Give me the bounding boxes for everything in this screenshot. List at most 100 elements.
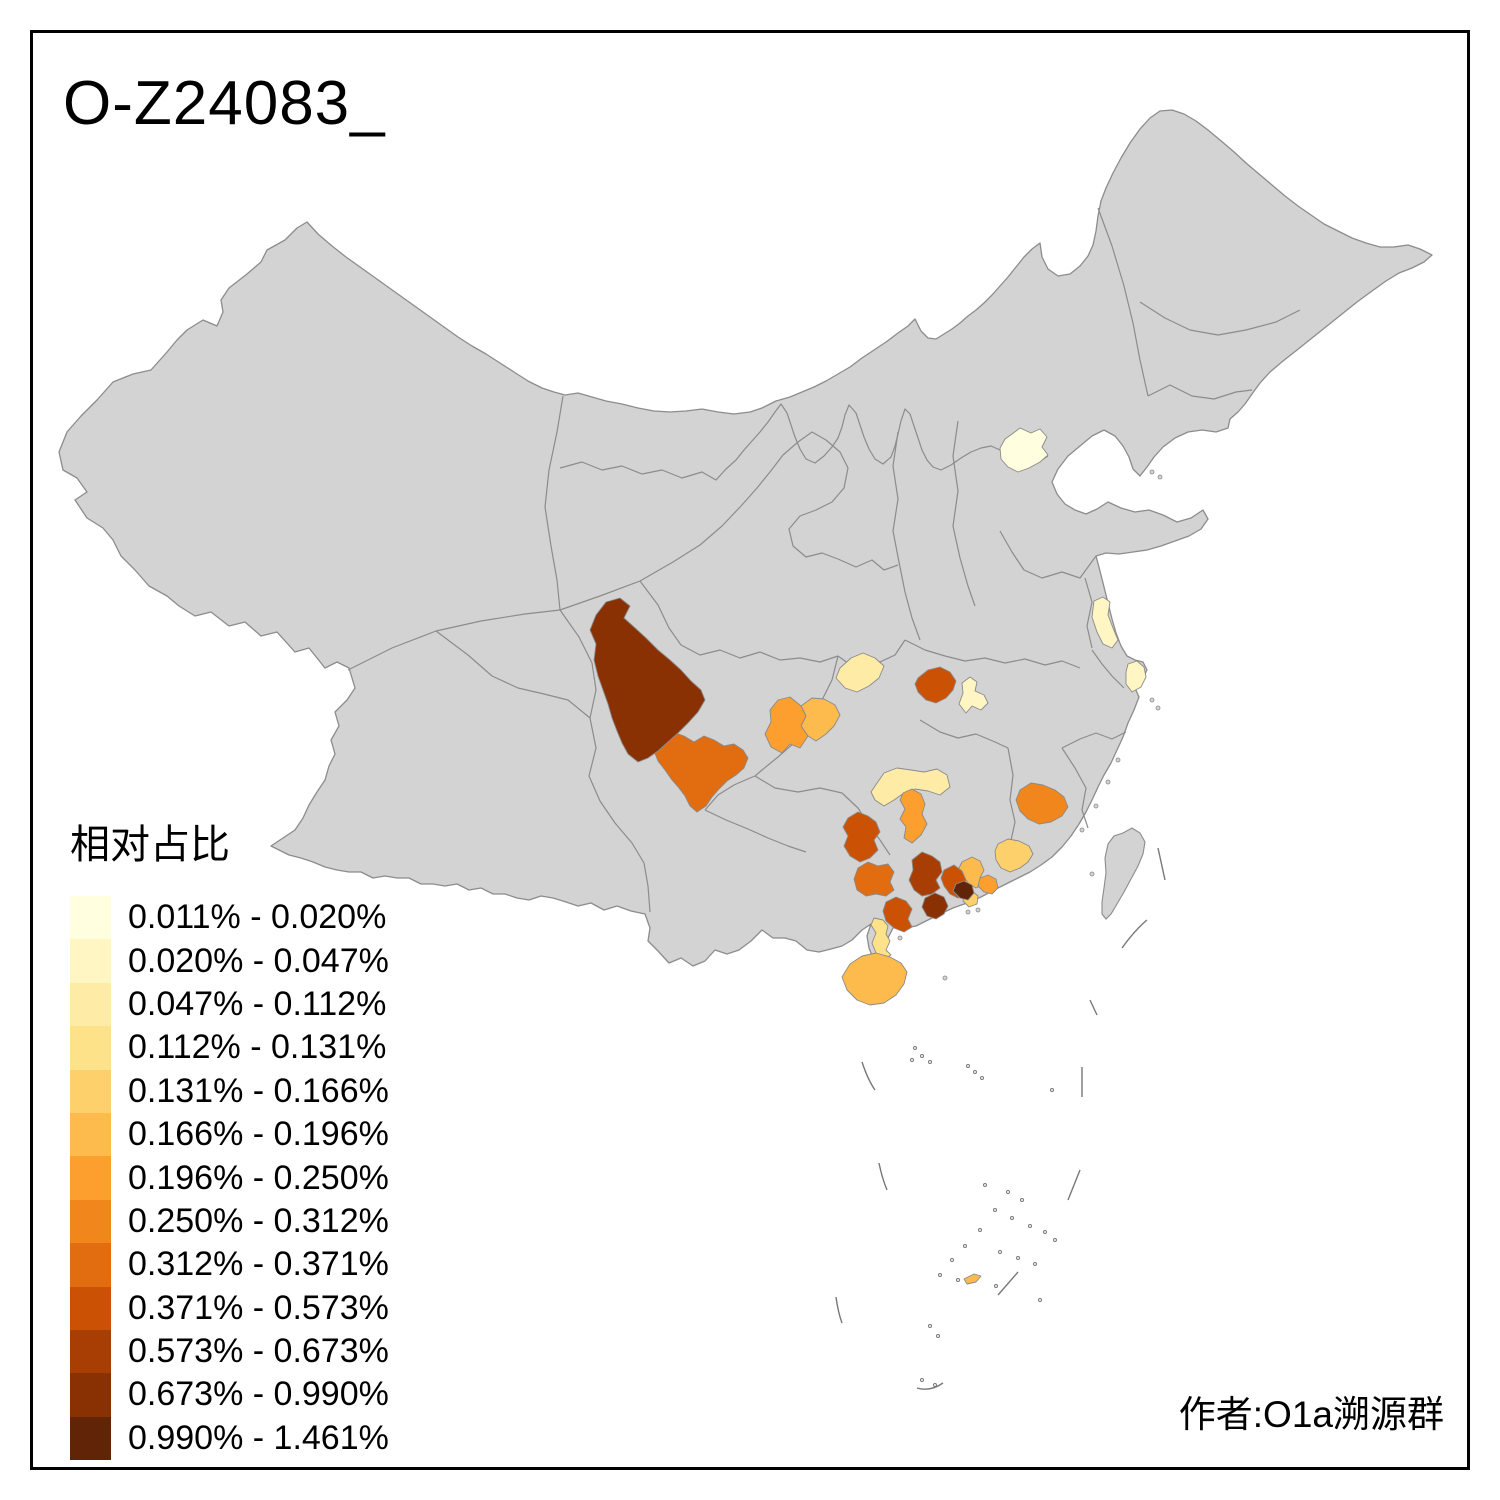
legend-label: 0.250% - 0.312% bbox=[128, 1201, 389, 1240]
legend-label: 0.673% - 0.990% bbox=[128, 1375, 389, 1414]
sea-boundary-dash bbox=[916, 1382, 944, 1390]
sea-boundary-dash bbox=[997, 1271, 1019, 1296]
legend-row: 0.312% - 0.371% bbox=[70, 1243, 389, 1287]
coastal-islet bbox=[965, 909, 971, 915]
province-border bbox=[1139, 301, 1301, 336]
sea-boundary-dash bbox=[861, 1061, 876, 1091]
sea-islet-dot bbox=[1016, 1256, 1020, 1260]
region-beijing bbox=[999, 427, 1049, 473]
sea-islet-dot bbox=[1038, 1298, 1042, 1302]
province-border bbox=[892, 431, 921, 641]
province-border bbox=[1147, 384, 1253, 400]
legend-row: 0.573% - 0.673% bbox=[70, 1329, 389, 1374]
legend-swatch bbox=[70, 1069, 111, 1113]
legend-row: 0.250% - 0.312% bbox=[70, 1199, 389, 1244]
sea-boundary-dash bbox=[1067, 1169, 1081, 1201]
province-border bbox=[544, 395, 564, 611]
sea-islet-dot bbox=[933, 1383, 937, 1387]
legend-swatch bbox=[70, 1199, 111, 1244]
region-fujian-sw bbox=[994, 838, 1034, 873]
coastal-islet bbox=[897, 935, 903, 941]
region-zhanjiang-peninsula bbox=[870, 917, 892, 960]
legend-label: 0.020% - 0.047% bbox=[128, 941, 389, 980]
coastal-islet bbox=[1149, 697, 1155, 703]
coastal-islet bbox=[1105, 779, 1111, 785]
province-border bbox=[1007, 747, 1016, 846]
sea-islet-dot bbox=[993, 1208, 997, 1212]
sea-islet-dot bbox=[936, 1334, 940, 1338]
province-border bbox=[1061, 731, 1127, 749]
legend-swatch bbox=[70, 1286, 111, 1330]
legend-swatch bbox=[70, 1112, 111, 1157]
sea-islet-dot bbox=[920, 1378, 924, 1382]
sea-islet-dot bbox=[998, 1250, 1002, 1254]
sea-islet-dot bbox=[956, 1278, 960, 1282]
sea-islet-dot bbox=[1028, 1224, 1032, 1228]
region-liangguang-dark bbox=[908, 851, 943, 897]
sea-boundary-dash bbox=[1089, 999, 1098, 1016]
legend-row: 0.047% - 0.112% bbox=[70, 982, 389, 1027]
sea-islet-dot bbox=[963, 1244, 967, 1248]
sea-islet-dot bbox=[994, 1284, 998, 1288]
legend-row: 0.673% - 0.990% bbox=[70, 1373, 389, 1417]
province-border bbox=[1097, 207, 1149, 397]
sea-boundary-dash bbox=[1157, 847, 1166, 881]
province-border bbox=[559, 471, 771, 611]
sea-islet-dot bbox=[978, 1228, 982, 1232]
mainland-outline bbox=[58, 109, 1433, 967]
sea-islet-dot bbox=[966, 1064, 970, 1068]
coastal-islet bbox=[1155, 705, 1161, 711]
legend-label: 0.990% - 1.461% bbox=[128, 1418, 389, 1457]
region-guangxi-ne bbox=[899, 788, 928, 844]
coastal-islet bbox=[1157, 474, 1163, 480]
legend-swatch bbox=[70, 982, 111, 1027]
region-guizhou-se bbox=[870, 767, 951, 807]
taiwan-island bbox=[1101, 827, 1146, 920]
legend-label: 0.131% - 0.166% bbox=[128, 1071, 389, 1110]
province-border bbox=[952, 420, 976, 607]
province-border bbox=[639, 580, 839, 663]
legend-label: 0.371% - 0.573% bbox=[128, 1288, 389, 1327]
sea-islet-dot bbox=[928, 1060, 932, 1064]
sea-islet-dot bbox=[1020, 1198, 1024, 1202]
region-shanghai bbox=[1125, 660, 1147, 693]
province-border bbox=[754, 775, 843, 794]
legend-label: 0.047% - 0.112% bbox=[128, 984, 387, 1023]
legend-swatch bbox=[70, 1329, 111, 1374]
region-maoming bbox=[882, 896, 913, 933]
legend-swatch bbox=[70, 1416, 111, 1461]
legend-row: 0.196% - 0.250% bbox=[70, 1156, 389, 1200]
sea-islet-dot bbox=[1006, 1190, 1010, 1194]
province-border bbox=[559, 403, 1049, 481]
legend-swatch bbox=[70, 939, 111, 983]
legend-label: 0.011% - 0.020% bbox=[128, 898, 387, 937]
province-border bbox=[347, 609, 561, 671]
legend-swatch bbox=[70, 1156, 111, 1200]
sea-islet-dot bbox=[1010, 1216, 1014, 1220]
sea-islet-dot bbox=[913, 1046, 917, 1050]
sea-islet-dot bbox=[1050, 1088, 1054, 1092]
region-chongqing-west bbox=[764, 696, 809, 754]
province-border bbox=[559, 609, 651, 913]
sea-boundary-dash bbox=[835, 1296, 843, 1324]
region-jiangsu-coast bbox=[1091, 596, 1119, 649]
sea-boundary-dash bbox=[1121, 919, 1148, 949]
region-hainan bbox=[841, 952, 908, 1006]
legend-row: 0.371% - 0.573% bbox=[70, 1286, 389, 1330]
region-shaanxi-south bbox=[835, 652, 885, 693]
legend-title: 相对占比 bbox=[70, 823, 230, 867]
sea-islet-dot bbox=[910, 1058, 914, 1062]
sea-islet-dot bbox=[1053, 1238, 1057, 1242]
attribution-text: 作者:O1a溯源群 bbox=[1178, 1394, 1444, 1435]
region-pearl-delta-core bbox=[952, 880, 975, 901]
province-border bbox=[704, 775, 756, 811]
sea-islet-dot bbox=[980, 1076, 984, 1080]
legend-swatch bbox=[70, 896, 111, 940]
coastal-islet bbox=[1089, 871, 1095, 877]
region-sichuan-west bbox=[589, 597, 706, 763]
legend-entries: 0.011% - 0.020% 0.020% - 0.047% 0.047% - 0… bbox=[70, 896, 389, 1461]
legend-row: 0.131% - 0.166% bbox=[70, 1069, 389, 1113]
sea-islet-dot bbox=[920, 1054, 924, 1058]
province-border bbox=[704, 809, 807, 853]
coastal-islet bbox=[975, 907, 981, 913]
